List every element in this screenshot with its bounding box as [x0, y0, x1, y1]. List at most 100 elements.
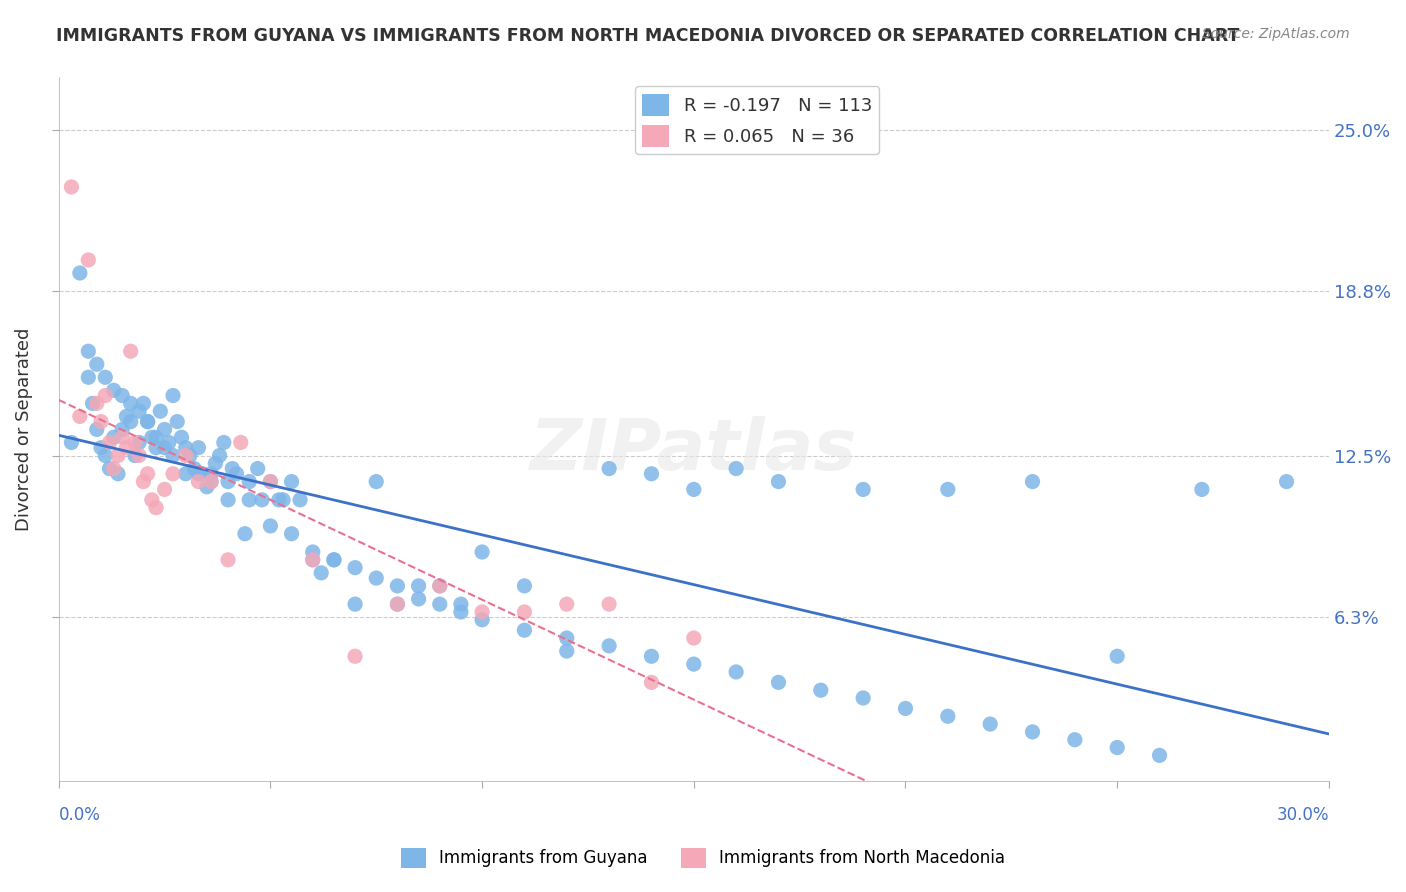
Point — [598, 639, 620, 653]
Point — [238, 475, 260, 489]
Point — [725, 665, 748, 679]
Point — [217, 475, 239, 489]
Point — [555, 631, 578, 645]
Point — [128, 404, 150, 418]
Point — [387, 597, 409, 611]
Text: IMMIGRANTS FROM GUYANA VS IMMIGRANTS FROM NORTH MACEDONIA DIVORCED OR SEPARATED : IMMIGRANTS FROM GUYANA VS IMMIGRANTS FRO… — [56, 27, 1240, 45]
Point — [120, 396, 142, 410]
Point — [86, 357, 108, 371]
Legend: R = -0.197   N = 113, R = 0.065   N = 36: R = -0.197 N = 113, R = 0.065 N = 36 — [636, 87, 880, 154]
Point — [1191, 483, 1213, 497]
Point — [103, 461, 125, 475]
Point — [200, 475, 222, 489]
Point — [640, 467, 662, 481]
Point — [366, 475, 388, 489]
Point — [322, 553, 344, 567]
Point — [1021, 725, 1043, 739]
Point — [195, 480, 218, 494]
Point — [187, 475, 209, 489]
Point — [217, 492, 239, 507]
Point — [132, 396, 155, 410]
Point — [132, 475, 155, 489]
Point — [408, 579, 430, 593]
Text: ZIPatlas: ZIPatlas — [530, 416, 858, 485]
Point — [98, 435, 121, 450]
Point — [200, 475, 222, 489]
Point — [157, 435, 180, 450]
Point — [103, 430, 125, 444]
Point — [153, 422, 176, 436]
Point — [86, 396, 108, 410]
Point — [768, 475, 790, 489]
Y-axis label: Divorced or Separated: Divorced or Separated — [15, 327, 32, 531]
Point — [162, 467, 184, 481]
Point — [429, 579, 451, 593]
Point — [387, 579, 409, 593]
Point — [598, 597, 620, 611]
Point — [450, 605, 472, 619]
Point — [513, 624, 536, 638]
Point — [429, 597, 451, 611]
Point — [204, 456, 226, 470]
Point — [94, 370, 117, 384]
Point — [301, 553, 323, 567]
Text: Source: ZipAtlas.com: Source: ZipAtlas.com — [1202, 27, 1350, 41]
Point — [136, 467, 159, 481]
Point — [166, 415, 188, 429]
Point — [225, 467, 247, 481]
Point — [200, 467, 222, 481]
Point — [238, 492, 260, 507]
Point — [86, 422, 108, 436]
Point — [682, 631, 704, 645]
Point — [555, 644, 578, 658]
Point — [1107, 740, 1129, 755]
Point — [187, 467, 209, 481]
Point — [309, 566, 332, 580]
Point — [894, 701, 917, 715]
Point — [429, 579, 451, 593]
Point — [120, 344, 142, 359]
Point — [471, 613, 494, 627]
Point — [145, 441, 167, 455]
Point — [149, 404, 172, 418]
Point — [141, 430, 163, 444]
Point — [174, 441, 197, 455]
Point — [69, 266, 91, 280]
Point — [107, 467, 129, 481]
Point — [174, 449, 197, 463]
Point — [229, 435, 252, 450]
Point — [103, 384, 125, 398]
Point — [212, 435, 235, 450]
Point — [69, 409, 91, 424]
Point — [471, 605, 494, 619]
Point — [513, 579, 536, 593]
Point — [259, 519, 281, 533]
Point — [1107, 649, 1129, 664]
Point — [768, 675, 790, 690]
Point — [82, 396, 104, 410]
Point — [141, 492, 163, 507]
Text: R =  -0.197   N = 113: R = -0.197 N = 113 — [681, 105, 875, 124]
Point — [111, 422, 134, 436]
Point — [936, 483, 959, 497]
Point — [408, 591, 430, 606]
Point — [115, 441, 138, 455]
Point — [136, 415, 159, 429]
Legend: Immigrants from Guyana, Immigrants from North Macedonia: Immigrants from Guyana, Immigrants from … — [394, 841, 1012, 875]
Point — [598, 461, 620, 475]
Point — [852, 691, 875, 706]
Point — [90, 415, 112, 429]
Point — [682, 483, 704, 497]
Point — [183, 461, 205, 475]
Point — [1149, 748, 1171, 763]
Point — [1063, 732, 1085, 747]
Point — [555, 597, 578, 611]
Point — [187, 441, 209, 455]
Point — [344, 649, 367, 664]
Point — [280, 526, 302, 541]
Point — [979, 717, 1001, 731]
Point — [145, 500, 167, 515]
Point — [288, 492, 311, 507]
Point — [344, 597, 367, 611]
Point — [250, 492, 273, 507]
